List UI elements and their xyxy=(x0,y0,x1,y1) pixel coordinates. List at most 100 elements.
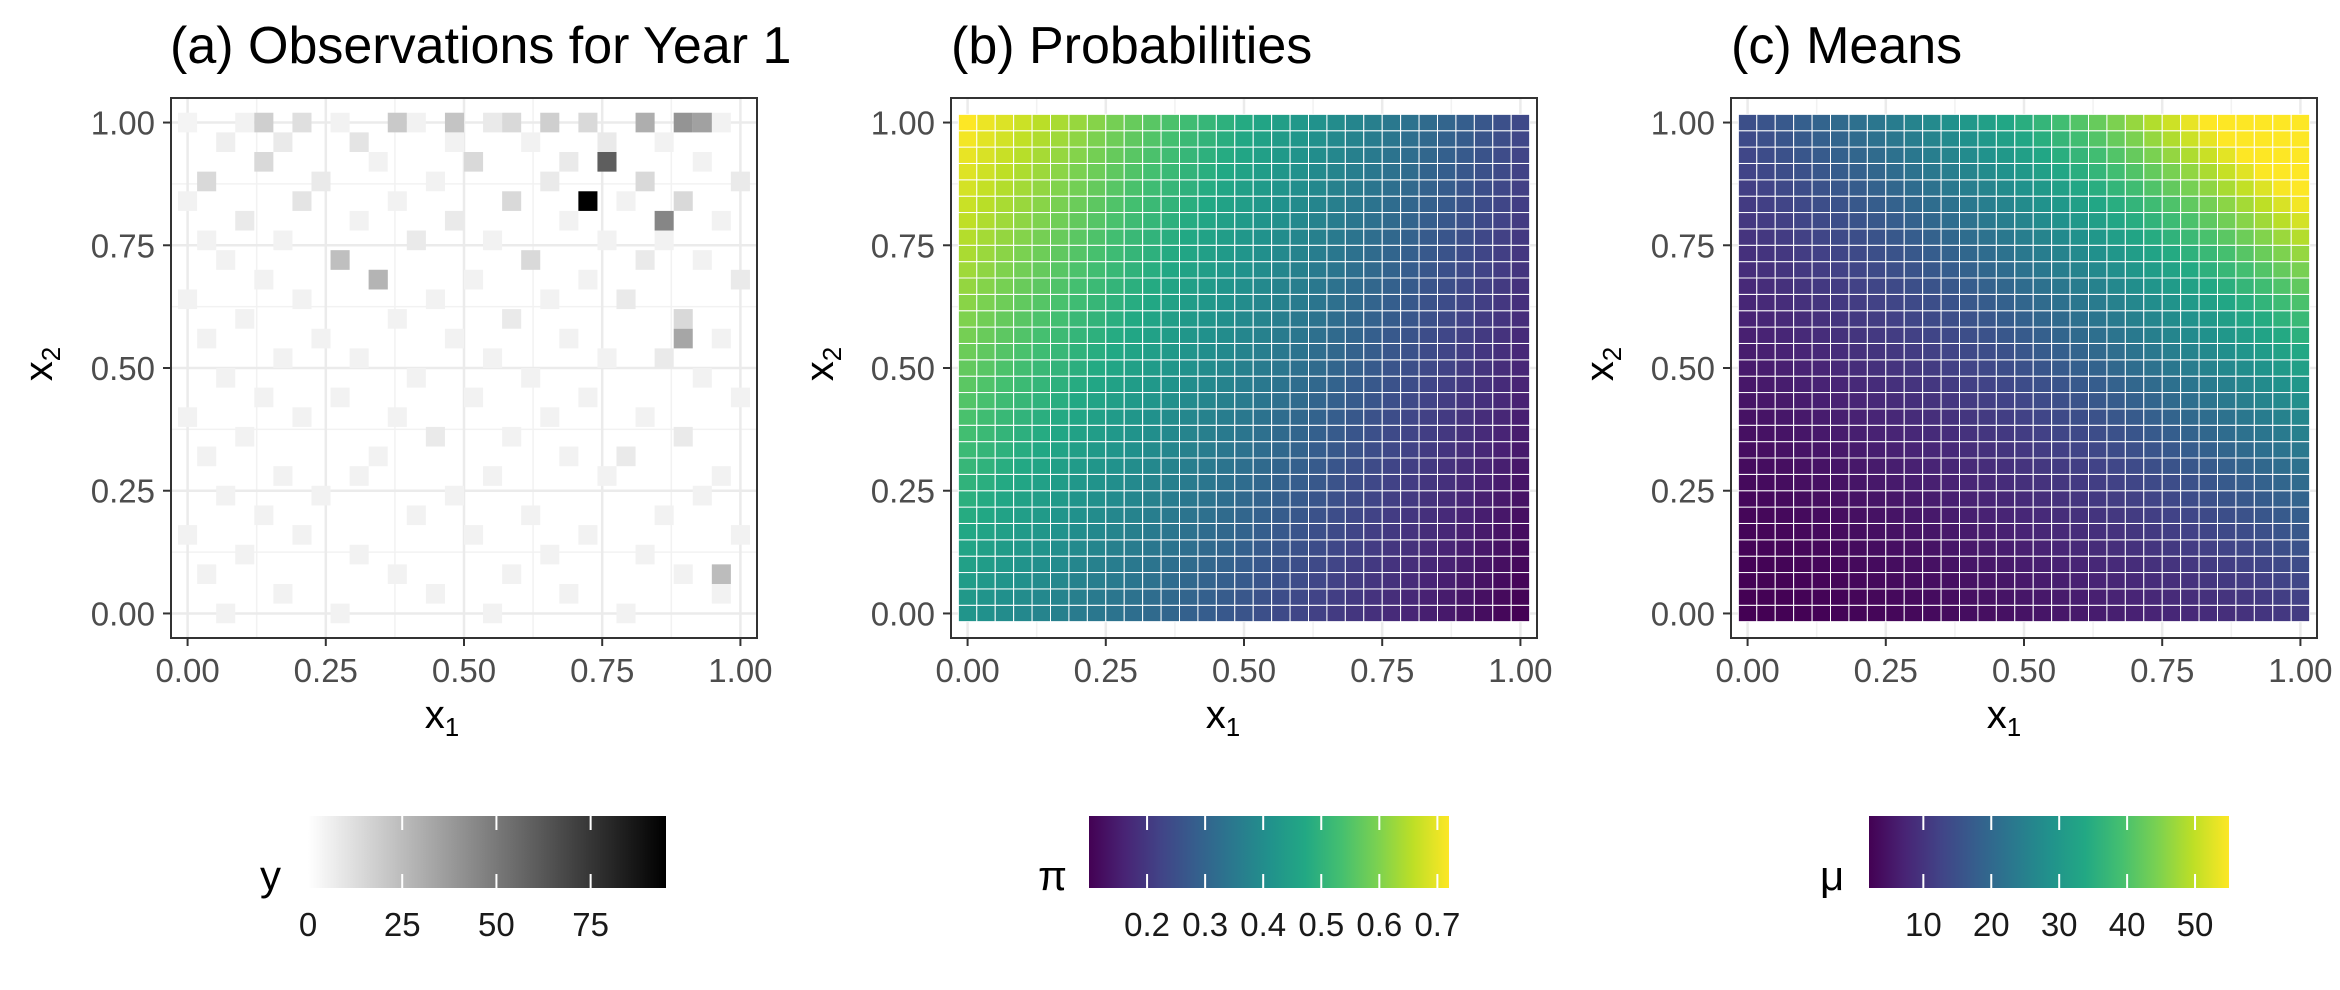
heatmap-cell xyxy=(2143,424,2163,443)
heatmap-cell xyxy=(994,244,1015,263)
heatmap-cell xyxy=(1995,113,2016,132)
heatmap-cell xyxy=(1105,113,1125,132)
heatmap-cell xyxy=(1363,539,1383,557)
heatmap-cell xyxy=(444,328,464,349)
heatmap-cell xyxy=(1866,441,1887,459)
heatmap-cell xyxy=(1215,588,1236,606)
heatmap-cell xyxy=(994,572,1015,590)
heatmap-cell xyxy=(1995,310,2016,328)
heatmap-cell xyxy=(1436,522,1457,541)
heatmap-cell xyxy=(976,146,996,164)
heatmap-cell xyxy=(1142,555,1162,574)
heatmap-cell xyxy=(1068,424,1088,443)
heatmap-cell xyxy=(1830,555,1850,574)
heatmap-cell xyxy=(2124,162,2145,181)
heatmap-cell xyxy=(2124,506,2145,524)
heatmap-cell xyxy=(1086,293,1107,312)
heatmap-cell xyxy=(2124,473,2145,492)
heatmap-cell xyxy=(1160,359,1181,377)
legend-tick-label: 0.2 xyxy=(1124,906,1170,943)
heatmap-cell xyxy=(1197,572,1217,590)
heatmap-cell xyxy=(1160,457,1181,475)
heatmap-cell xyxy=(1179,441,1199,459)
heatmap-cell xyxy=(1885,506,1905,524)
heatmap-cell xyxy=(1086,326,1107,344)
heatmap-cell xyxy=(1492,359,1512,377)
heatmap-cell xyxy=(957,113,978,132)
heatmap-cell xyxy=(1737,326,1758,344)
y-tick-label: 0.75 xyxy=(871,227,935,264)
heatmap-cell xyxy=(1123,130,1144,148)
heatmap-cell xyxy=(1160,195,1181,214)
heatmap-cell xyxy=(1086,195,1107,214)
heatmap-cell xyxy=(2198,506,2218,524)
heatmap-cell xyxy=(1307,244,1328,263)
heatmap-cell xyxy=(2124,212,2145,230)
heatmap-cell xyxy=(1995,146,2016,164)
y-tick-label: 0.25 xyxy=(871,473,935,510)
heatmap-cell xyxy=(1885,130,1905,148)
heatmap-cell xyxy=(2235,375,2255,394)
heatmap-cell xyxy=(1830,113,1850,132)
heatmap-cell xyxy=(1050,326,1070,344)
heatmap-cell xyxy=(1830,244,1850,263)
heatmap-cell xyxy=(1473,179,1494,197)
heatmap-cell xyxy=(2235,457,2255,475)
heatmap-cell xyxy=(1068,441,1088,459)
heatmap-cell xyxy=(1326,604,1346,623)
heatmap-cell xyxy=(1068,293,1088,312)
heatmap-cell xyxy=(1922,572,1942,590)
heatmap-cell xyxy=(2032,539,2053,557)
heatmap-cell xyxy=(1510,441,1531,459)
heatmap-cell xyxy=(273,230,293,251)
heatmap-cell xyxy=(1307,473,1328,492)
heatmap-cell xyxy=(2198,359,2218,377)
heatmap-cell xyxy=(673,112,693,133)
heatmap-cell xyxy=(1922,326,1942,344)
heatmap-cell xyxy=(1344,490,1365,508)
heatmap-cell xyxy=(1793,113,1813,132)
heatmap-cell xyxy=(425,171,445,192)
heatmap-cell xyxy=(1160,539,1181,557)
heatmap-cell xyxy=(1234,506,1254,524)
heatmap-cell xyxy=(1086,408,1107,426)
heatmap-cell xyxy=(1086,244,1107,263)
heatmap-cell xyxy=(1179,359,1199,377)
heatmap-cell xyxy=(1922,146,1942,164)
heatmap-cell xyxy=(1105,195,1125,214)
heatmap-cell xyxy=(1234,572,1254,590)
heatmap-cell xyxy=(2290,212,2311,230)
heatmap-cell xyxy=(2124,490,2145,508)
heatmap-cell xyxy=(1977,113,1997,132)
heatmap-cell xyxy=(1050,408,1070,426)
heatmap-cell xyxy=(994,457,1015,475)
heatmap-cell xyxy=(1271,359,1291,377)
heatmap-cell xyxy=(1811,228,1832,246)
heatmap-cell xyxy=(1271,113,1291,132)
heatmap-cell xyxy=(1977,408,1997,426)
x-tick-label: 0.75 xyxy=(570,652,634,689)
heatmap-cell xyxy=(597,230,617,251)
heatmap-cell xyxy=(1940,146,1961,164)
heatmap-cell xyxy=(1510,424,1531,443)
heatmap-cell xyxy=(957,310,978,328)
heatmap-cell xyxy=(1031,146,1052,164)
heatmap-cell xyxy=(1811,146,1832,164)
heatmap-cell xyxy=(1455,162,1475,181)
heatmap-cell xyxy=(1473,424,1494,443)
heatmap-cell xyxy=(1031,522,1052,541)
heatmap-cell xyxy=(976,522,996,541)
heatmap-cell xyxy=(1381,162,1402,181)
heatmap-cell xyxy=(2180,555,2200,574)
heatmap-cell xyxy=(2032,228,2053,246)
heatmap-cell xyxy=(1774,228,1795,246)
heatmap-cell xyxy=(1031,392,1052,410)
heatmap-cell xyxy=(1811,130,1832,148)
heatmap-cell xyxy=(1940,162,1961,181)
heatmap-cell xyxy=(1793,212,1813,230)
heatmap-cell xyxy=(1234,375,1254,394)
heatmap-cell xyxy=(1123,179,1144,197)
heatmap-cell xyxy=(349,544,369,565)
heatmap-cell xyxy=(1252,293,1273,312)
heatmap-cell xyxy=(2253,392,2274,410)
